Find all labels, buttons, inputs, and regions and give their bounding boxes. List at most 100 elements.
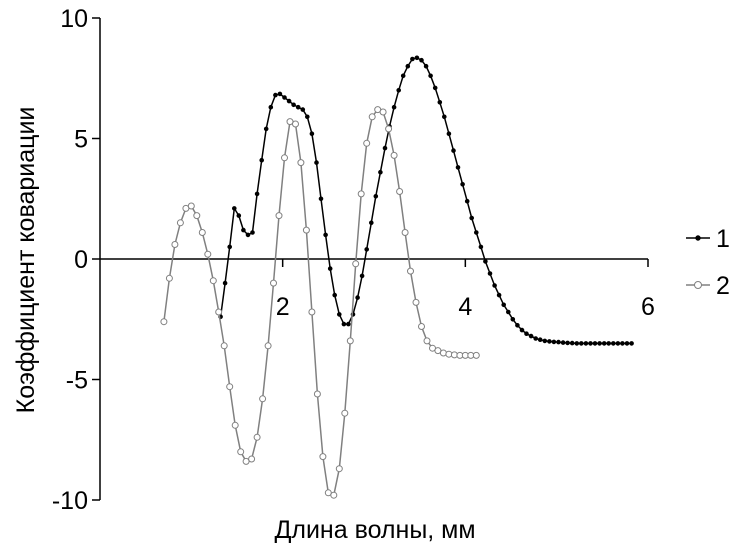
data-point (363, 139, 371, 147)
data-point (305, 114, 310, 120)
data-point (302, 226, 310, 234)
data-point (629, 341, 634, 346)
data-point (556, 339, 561, 345)
data-point (492, 283, 497, 288)
y-tick-label: 5 (74, 126, 88, 154)
data-point (496, 292, 502, 298)
data-point (446, 131, 452, 136)
data-point (606, 341, 612, 346)
data-point (373, 194, 379, 199)
data-point (193, 212, 201, 220)
data-point (410, 56, 415, 62)
data-point (226, 383, 234, 391)
data-point (198, 229, 206, 236)
legend-marker (695, 235, 701, 241)
data-point (588, 341, 593, 346)
data-point (592, 341, 598, 346)
data-point (533, 336, 539, 341)
legend-marker (694, 281, 702, 289)
data-point (215, 308, 223, 316)
data-point (273, 92, 278, 98)
x-axis-title: Длина волны, мм (274, 516, 475, 544)
data-point (268, 104, 274, 110)
y-tick-label: -5 (66, 367, 88, 395)
data-point (414, 55, 420, 61)
data-point (423, 337, 431, 345)
data-point (379, 108, 387, 116)
data-point (160, 318, 168, 326)
data-point (378, 169, 383, 175)
data-point (487, 271, 493, 276)
data-point (418, 323, 425, 330)
data-point (451, 148, 456, 153)
legend: 12 (686, 225, 730, 300)
data-point (547, 339, 552, 344)
x-tick-label: 2 (276, 293, 290, 321)
series-line (163, 108, 477, 497)
series-2 (160, 106, 480, 499)
data-point (292, 120, 299, 128)
data-point (428, 73, 433, 79)
data-point (537, 337, 543, 343)
data-point (309, 131, 315, 136)
data-point (560, 340, 566, 345)
data-point (253, 433, 261, 441)
data-point (259, 157, 265, 163)
data-point (327, 266, 333, 271)
data-point (281, 154, 288, 162)
data-point (291, 102, 296, 108)
data-point (369, 220, 374, 226)
data-point (204, 250, 212, 258)
y-axis-title: Коэффициент ковариации (12, 107, 40, 414)
data-point (439, 349, 447, 357)
data-point (330, 491, 338, 499)
data-point (432, 85, 438, 91)
data-point (314, 160, 319, 165)
data-point (515, 323, 520, 328)
data-point (263, 126, 269, 132)
x-tick-label: 6 (641, 293, 655, 321)
data-point (232, 206, 237, 211)
data-point (391, 104, 397, 110)
data-point (506, 309, 511, 315)
data-point (565, 340, 570, 346)
data-point (442, 114, 447, 120)
legend-item-2: 2 (686, 272, 730, 300)
data-point (236, 213, 242, 218)
data-point (270, 279, 277, 287)
data-point (341, 409, 349, 417)
data-point (346, 337, 354, 345)
data-point (254, 191, 260, 197)
data-point (624, 341, 630, 346)
data-point (400, 73, 406, 79)
legend-item-1: 1 (686, 225, 730, 253)
data-point (469, 215, 475, 221)
y-tick-label: 10 (60, 5, 88, 33)
data-point (346, 321, 351, 327)
data-point (248, 455, 256, 463)
data-point (245, 232, 251, 238)
data-point (519, 327, 525, 333)
data-point (297, 159, 305, 167)
data-point (282, 95, 287, 100)
data-point (332, 292, 338, 298)
x-tick-label: 4 (458, 293, 472, 321)
data-point (611, 341, 616, 346)
data-point (241, 227, 246, 233)
data-point (405, 63, 411, 69)
data-point (396, 88, 402, 93)
y-tick-label: -10 (52, 487, 88, 515)
data-point (237, 448, 245, 456)
data-point (583, 341, 589, 346)
data-point (368, 113, 376, 121)
data-point (390, 151, 398, 159)
data-point (597, 341, 602, 346)
data-point (323, 232, 328, 238)
data-point (412, 298, 420, 306)
legend-label: 2 (716, 272, 730, 300)
data-point (501, 302, 507, 308)
series-layer (160, 55, 634, 499)
data-point (286, 98, 292, 104)
data-point (308, 308, 316, 316)
